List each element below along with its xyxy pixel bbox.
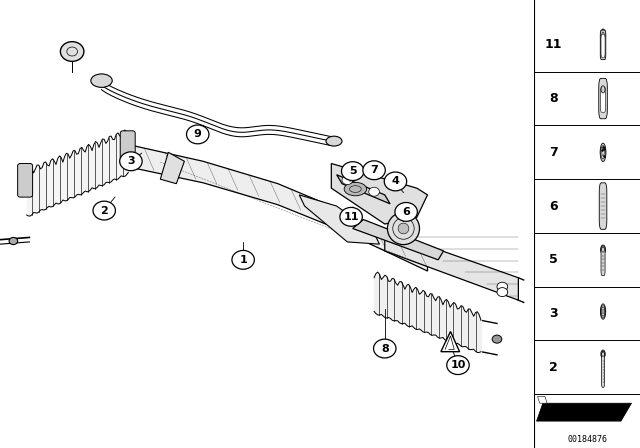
Circle shape <box>120 152 142 171</box>
FancyBboxPatch shape <box>600 30 606 60</box>
Text: 9: 9 <box>194 129 202 139</box>
FancyBboxPatch shape <box>120 131 135 164</box>
Ellipse shape <box>600 143 606 162</box>
Circle shape <box>447 356 469 375</box>
Text: 3: 3 <box>127 156 135 166</box>
Text: 3: 3 <box>549 307 557 320</box>
Ellipse shape <box>387 212 419 245</box>
FancyBboxPatch shape <box>601 34 605 57</box>
Polygon shape <box>441 332 460 352</box>
Text: 5: 5 <box>349 166 356 176</box>
Ellipse shape <box>91 74 112 87</box>
Polygon shape <box>160 152 184 184</box>
Circle shape <box>93 201 115 220</box>
Circle shape <box>363 161 385 180</box>
FancyBboxPatch shape <box>601 246 605 276</box>
Circle shape <box>342 162 364 181</box>
Circle shape <box>384 172 406 191</box>
Ellipse shape <box>326 136 342 146</box>
Circle shape <box>186 125 209 144</box>
Polygon shape <box>332 164 428 224</box>
Ellipse shape <box>600 245 605 254</box>
Ellipse shape <box>600 304 605 319</box>
Polygon shape <box>300 195 380 244</box>
Text: 6: 6 <box>402 207 410 217</box>
Ellipse shape <box>601 86 605 93</box>
FancyBboxPatch shape <box>18 164 33 197</box>
Ellipse shape <box>344 182 367 196</box>
Polygon shape <box>536 403 632 421</box>
Text: 8: 8 <box>381 344 388 353</box>
Text: 4: 4 <box>392 177 399 186</box>
Circle shape <box>374 339 396 358</box>
Text: 11: 11 <box>343 212 359 222</box>
Polygon shape <box>385 231 518 300</box>
Text: 7: 7 <box>370 165 378 175</box>
Circle shape <box>492 335 502 343</box>
FancyBboxPatch shape <box>599 183 607 229</box>
Text: 5: 5 <box>549 253 558 267</box>
Circle shape <box>369 187 380 196</box>
Text: 1: 1 <box>239 255 247 265</box>
Circle shape <box>60 42 84 61</box>
Ellipse shape <box>398 223 409 234</box>
Ellipse shape <box>602 309 604 314</box>
Text: 7: 7 <box>549 146 558 159</box>
FancyBboxPatch shape <box>599 78 607 119</box>
Text: 2: 2 <box>549 361 558 374</box>
FancyBboxPatch shape <box>602 352 604 387</box>
Circle shape <box>9 237 18 245</box>
Circle shape <box>232 250 254 269</box>
Circle shape <box>497 282 508 291</box>
Polygon shape <box>337 175 390 204</box>
Polygon shape <box>353 220 444 260</box>
Polygon shape <box>538 396 547 403</box>
Circle shape <box>497 288 508 297</box>
Ellipse shape <box>601 29 605 40</box>
Circle shape <box>395 202 417 221</box>
Text: 6: 6 <box>549 199 557 213</box>
Circle shape <box>340 207 362 226</box>
FancyBboxPatch shape <box>600 87 605 112</box>
Text: 8: 8 <box>549 92 557 105</box>
Circle shape <box>342 176 353 185</box>
Text: 10: 10 <box>451 360 466 370</box>
Ellipse shape <box>601 350 605 358</box>
Text: 11: 11 <box>545 38 562 52</box>
Polygon shape <box>123 143 428 271</box>
Text: 00184876: 00184876 <box>567 435 607 444</box>
Text: 2: 2 <box>100 206 108 215</box>
